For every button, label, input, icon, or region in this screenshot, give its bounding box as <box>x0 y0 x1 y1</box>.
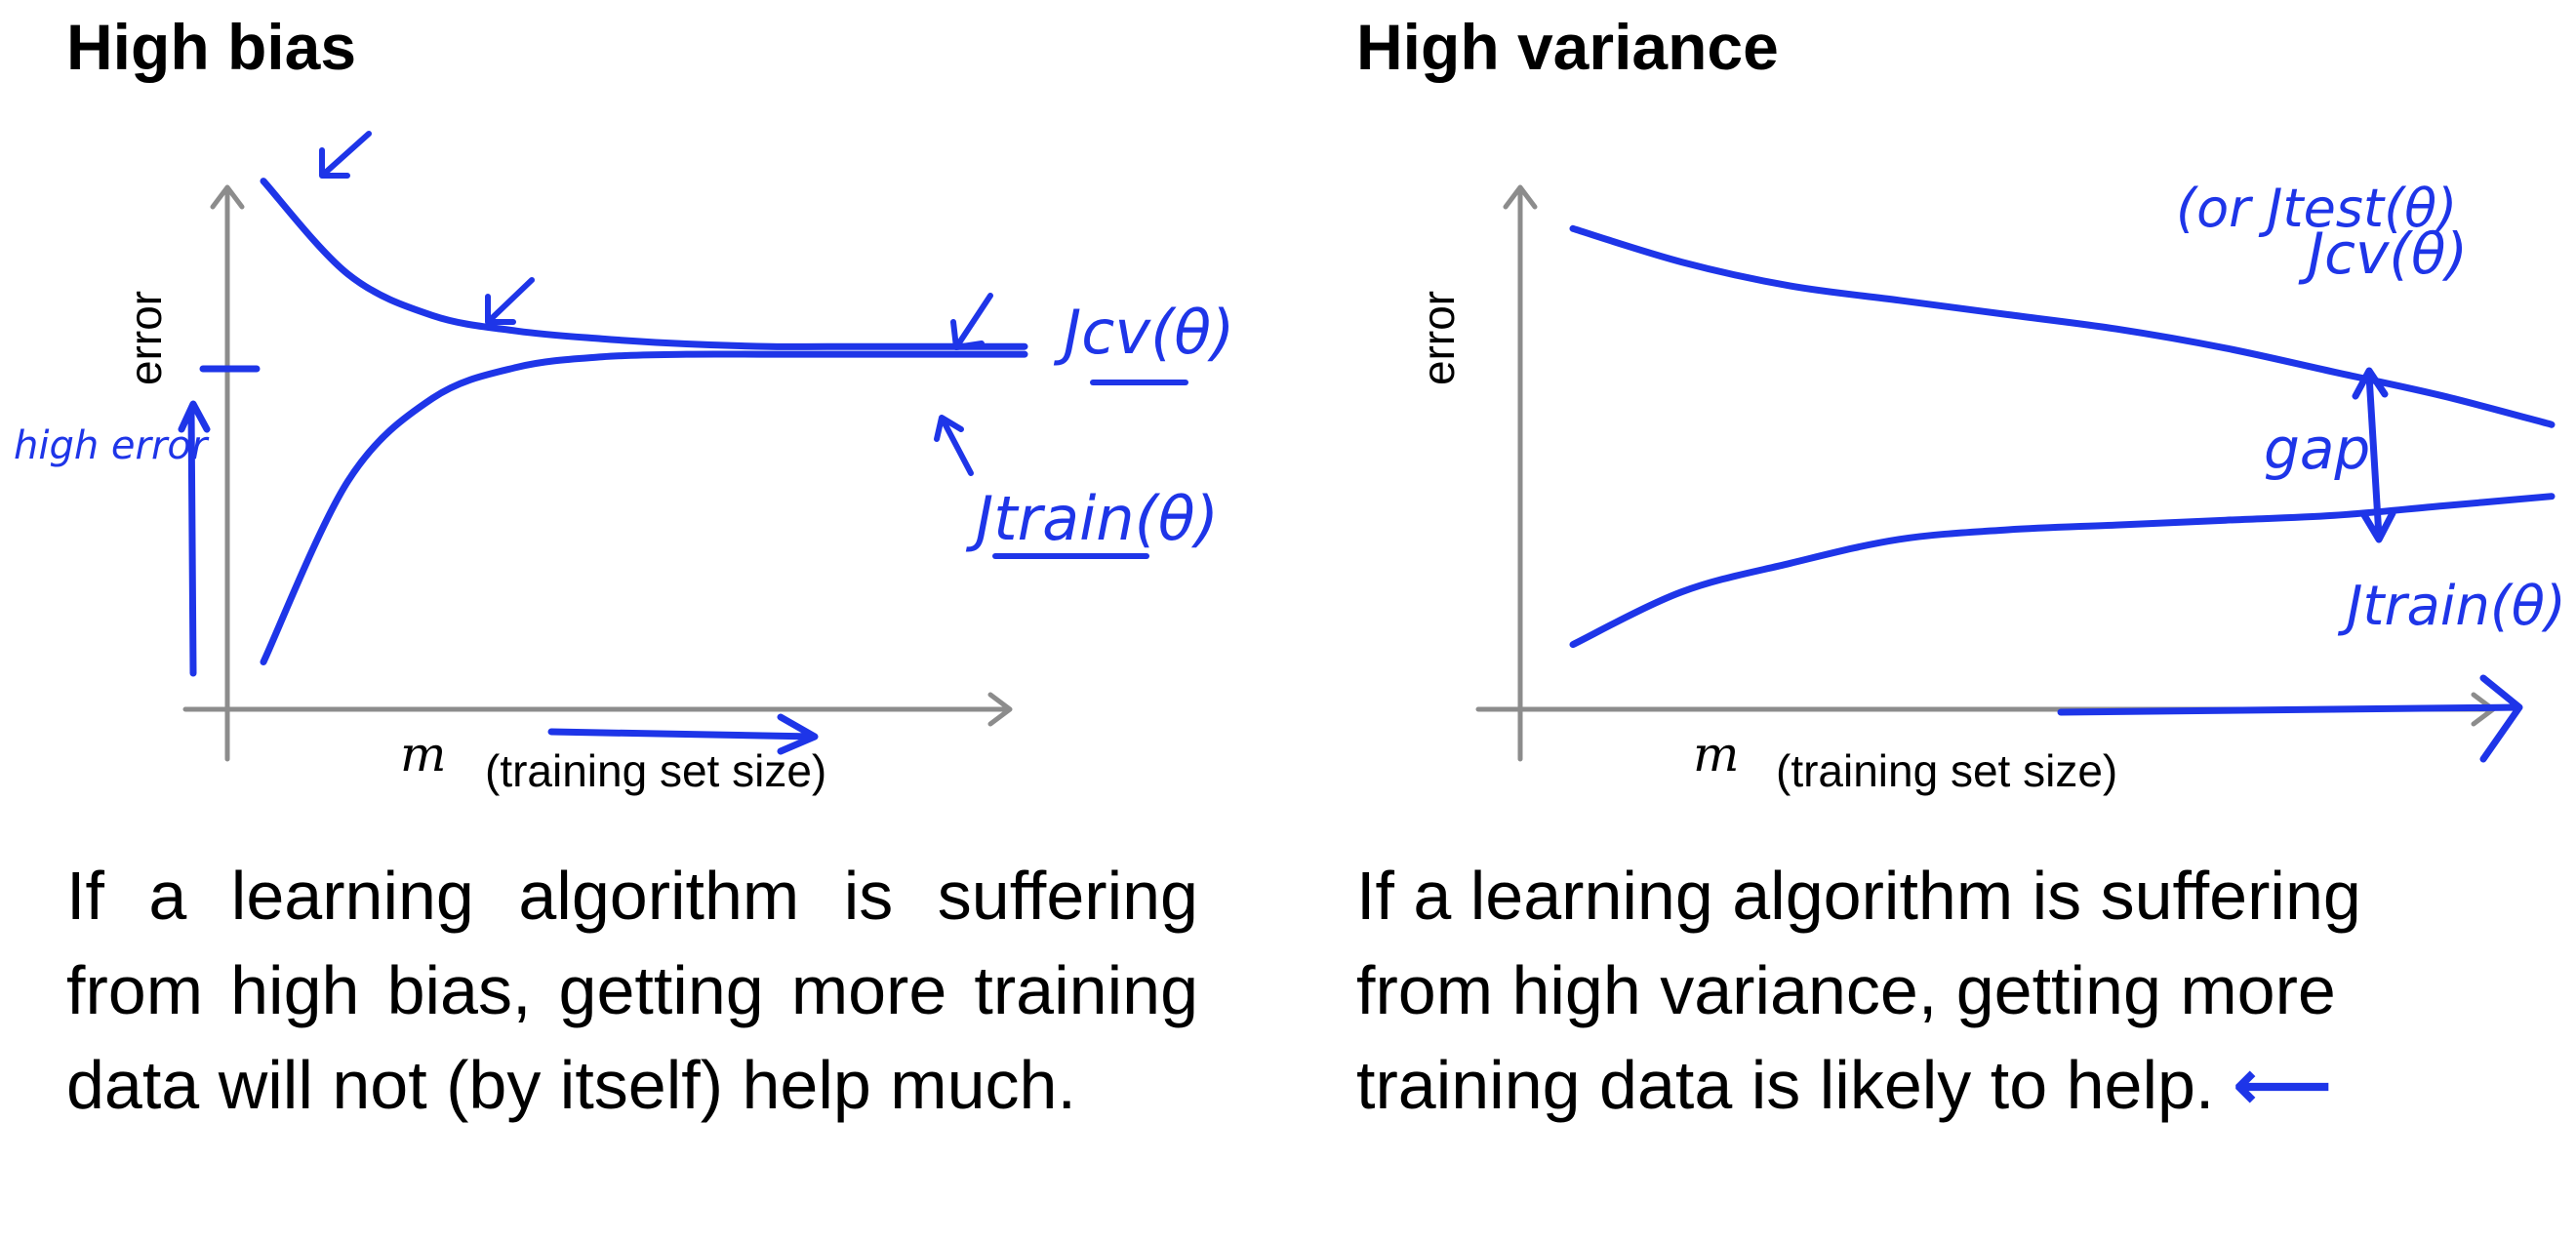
more-data-arrow <box>2057 674 2523 763</box>
train-error-curve <box>1569 493 2556 649</box>
cv-pointer-arrow-2 <box>485 277 535 325</box>
high-variance-series-group <box>1569 224 2556 649</box>
train-curve-label: Jtrain(θ) <box>2337 575 2566 638</box>
x-axis-symbol: m <box>1693 726 1739 782</box>
high-variance-learning-curve-chart: error m (training set size) gap Jcv(θ) (… <box>1413 178 2566 796</box>
more-data-arrow <box>547 713 819 755</box>
x-axis <box>182 692 1013 727</box>
test-curve-label: (or Jtest(θ) <box>2176 178 2457 239</box>
high-bias-panel: High bias error m (training set size) Jc… <box>14 11 1234 1123</box>
high-error-label: high error <box>14 423 210 468</box>
x-axis-label: (training set size) <box>1776 745 2117 796</box>
train-pointer-arrow <box>934 415 974 476</box>
cv-error-curve <box>260 178 1028 350</box>
high-variance-panel: High variance error m (training set size… <box>1288 0 2576 1242</box>
gap-double-arrow <box>2352 367 2396 543</box>
y-axis-label: error <box>1413 291 1464 385</box>
gap-label: gap <box>2264 416 2370 482</box>
cv-pointer-arrow-3 <box>950 293 993 350</box>
cv-curve-label: Jcv(θ) <box>2298 220 2468 287</box>
high-variance-caption: If a learning algorithm is suffering fro… <box>1356 849 2508 1133</box>
high-bias-series-group <box>260 178 1028 665</box>
train-curve-label: Jtrain(θ) <box>965 483 1219 554</box>
cv-pointer-arrow-1 <box>319 131 372 179</box>
train-error-curve <box>260 350 1028 665</box>
high-bias-title: High bias <box>66 11 357 83</box>
high-bias-learning-curve-chart: error m (training set size) Jcv(θ) Jtrai… <box>14 131 1234 796</box>
cv-error-curve <box>1569 224 2556 428</box>
x-axis-symbol: m <box>400 726 446 782</box>
y-axis <box>1503 184 1538 762</box>
x-axis-label: (training set size) <box>485 745 826 796</box>
high-error-arrow <box>178 400 211 677</box>
high-variance-title: High variance <box>1356 11 1779 83</box>
y-axis-label: error <box>120 291 171 385</box>
high-variance-caption-text: If a learning algorithm is suffering fro… <box>1356 858 2361 1123</box>
caption-pointer-arrow: ⟵ <box>2233 1047 2332 1123</box>
high-bias-caption: If a learning algorithm is suffering fro… <box>66 858 1198 1123</box>
y-axis <box>210 184 245 762</box>
cv-curve-label: Jcv(θ) <box>1053 297 1234 368</box>
